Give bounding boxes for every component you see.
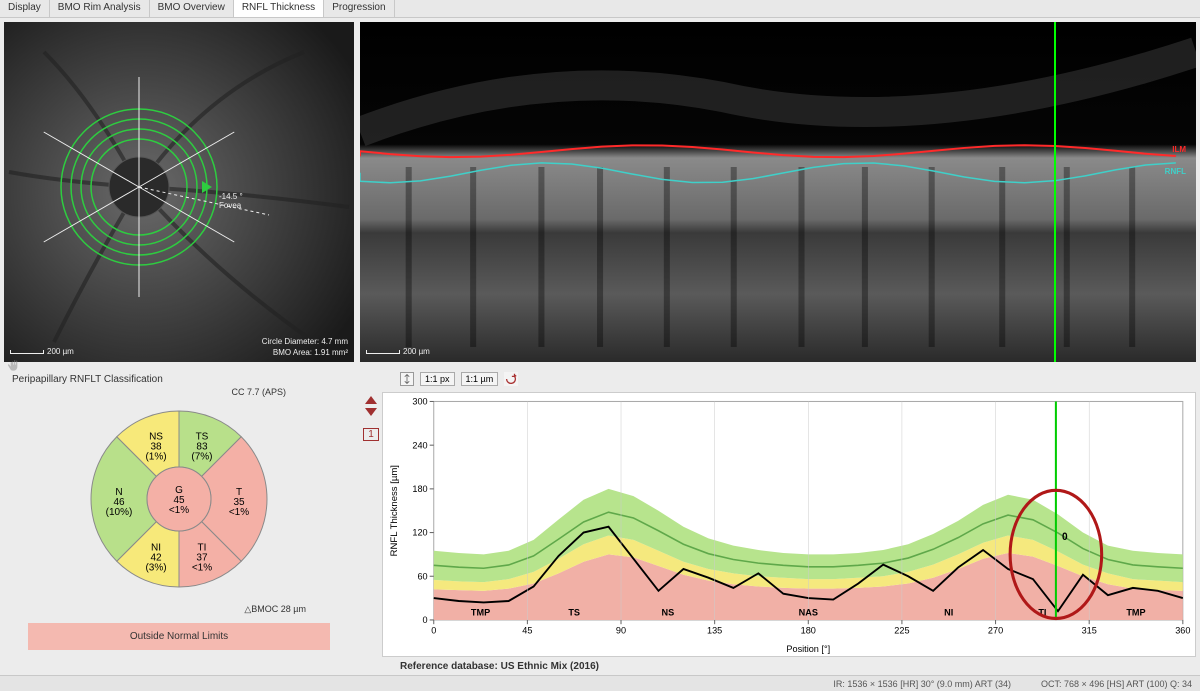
svg-text:90: 90 (616, 626, 626, 636)
bmoc-label: △BMOC 28 µm (12, 604, 346, 615)
reference-database: Reference database: US Ethnic Mix (2016) (360, 657, 1196, 672)
svg-text:240: 240 (412, 440, 427, 450)
tab-rnfl-thickness[interactable]: RNFL Thickness (234, 0, 324, 17)
oct-scale: 200 µm (366, 347, 430, 356)
status-oct: OCT: 768 × 496 [HS] ART (100) Q: 34 (1041, 679, 1192, 689)
svg-text:TMP: TMP (1126, 608, 1145, 618)
svg-text:Position [°]: Position [°] (786, 644, 830, 654)
reset-icon[interactable] (504, 372, 518, 386)
status-bar: IR: 1536 × 1536 [HR] 30° (9.0 mm) ART (3… (0, 675, 1200, 691)
svg-text:300: 300 (412, 396, 427, 406)
chart-prev-icon[interactable] (365, 396, 377, 404)
svg-text:45: 45 (522, 626, 532, 636)
oct-bscan (360, 22, 1196, 362)
sector-pie[interactable]: TS83(7%)T35<1%TI37<1%NI42(3%)N46(10%)NS3… (12, 399, 346, 602)
svg-text:NS: NS (661, 608, 674, 618)
svg-text:NAS: NAS (799, 608, 818, 618)
chart-next-icon[interactable] (365, 408, 377, 416)
fit-height-icon[interactable] (400, 372, 414, 386)
chart-nav: 1 (360, 392, 382, 657)
svg-text:270: 270 (988, 626, 1003, 636)
svg-text:180: 180 (412, 484, 427, 494)
rnfl-chart[interactable]: 0 60 120 180 240 300 0 45 90 135 180 225 270 315 360 TM… (382, 392, 1196, 657)
rnfl-label: RNFL (1165, 167, 1186, 176)
fovea-angle-label: -14.5 ° Fovea (219, 192, 243, 210)
chart-panel: 1:1 px 1:1 µm 1 0 60 120 180 240 300 0 45 90 135 1… (360, 370, 1196, 672)
svg-text:225: 225 (894, 626, 909, 636)
svg-text:360: 360 (1175, 626, 1190, 636)
classification-cc: CC 7.7 (APS) (12, 387, 346, 397)
top-row: -14.5 ° Fovea 200 µm Circle Diameter: 4.… (0, 18, 1200, 366)
chart-page-indicator: 1 (363, 428, 379, 441)
svg-text:0: 0 (431, 626, 436, 636)
ilm-label: ILM (1172, 145, 1186, 154)
zoom-1-1-px[interactable]: 1:1 px (420, 372, 455, 386)
outside-limits-badge: Outside Normal Limits (28, 623, 330, 650)
svg-text:RNFL Thickness [µm]: RNFL Thickness [µm] (389, 465, 399, 556)
fundus-panel[interactable]: -14.5 ° Fovea 200 µm Circle Diameter: 4.… (4, 22, 354, 362)
oct-panel[interactable]: ILM RNFL 200 µm (360, 22, 1196, 362)
classification-title: Peripapillary RNFLT Classification (12, 374, 346, 385)
classification-panel: Peripapillary RNFLT Classification CC 7.… (4, 370, 354, 672)
fundus-caption: Circle Diameter: 4.7 mm BMO Area: 1.91 m… (262, 337, 348, 358)
status-ir: IR: 1536 × 1536 [HR] 30° (9.0 mm) ART (3… (833, 679, 1011, 689)
svg-text:315: 315 (1082, 626, 1097, 636)
svg-text:60: 60 (417, 571, 427, 581)
svg-text:120: 120 (412, 528, 427, 538)
svg-text:NI: NI (944, 608, 953, 618)
zoom-1-1-um[interactable]: 1:1 µm (461, 372, 499, 386)
pan-hand-icon[interactable] (6, 358, 22, 374)
tab-bmo-rim-analysis[interactable]: BMO Rim Analysis (50, 0, 150, 17)
tab-progression[interactable]: Progression (324, 0, 394, 17)
fundus-scale: 200 µm (10, 347, 74, 356)
svg-text:0: 0 (1062, 532, 1068, 543)
tab-bmo-overview[interactable]: BMO Overview (150, 0, 234, 17)
fundus-image (4, 22, 354, 362)
svg-text:180: 180 (801, 626, 816, 636)
oct-cursor[interactable] (1054, 22, 1056, 362)
chart-toolbar: 1:1 px 1:1 µm (360, 370, 1196, 392)
svg-text:TS: TS (568, 608, 580, 618)
tab-display[interactable]: Display (0, 0, 50, 17)
bottom-row: Peripapillary RNFLT Classification CC 7.… (0, 366, 1200, 672)
svg-text:TMP: TMP (471, 608, 490, 618)
tab-bar: DisplayBMO Rim AnalysisBMO OverviewRNFL … (0, 0, 1200, 18)
svg-text:135: 135 (707, 626, 722, 636)
svg-text:0: 0 (423, 615, 428, 625)
